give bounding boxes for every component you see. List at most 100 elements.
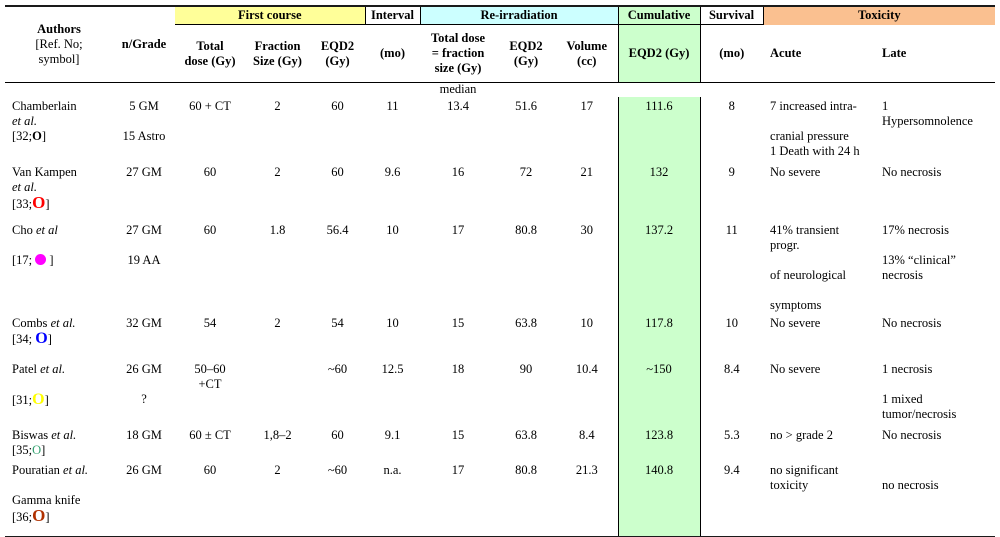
author-cell: Cho et al [17; ]	[5, 221, 113, 314]
cell-line: 72	[519, 164, 533, 179]
first-eqd2-cell: 60	[310, 426, 365, 461]
legend-dot-icon	[35, 253, 47, 265]
survival-group-header: Survival	[699, 6, 764, 25]
late-toxicity-cell: No necrosis	[875, 426, 995, 461]
text-segment: Van Kampen	[12, 164, 77, 179]
cell-line: progr.	[770, 237, 800, 252]
reirradiation-studies-table: Authors [Ref. No; symbol] n/Grade First …	[5, 5, 996, 537]
n-grade-cell: 5 GM 15 Astro	[113, 97, 175, 163]
cell-line: No severe	[770, 164, 821, 179]
header-line: (cc)	[577, 53, 597, 68]
survival-cell: 10	[700, 314, 763, 360]
cell-line: et al.	[12, 114, 111, 129]
re-volume-cell: 30	[556, 221, 618, 314]
cumulative-eqd2-cell: 137.2	[617, 220, 701, 314]
re-eqd2-cell: 63.8	[496, 426, 556, 461]
cell-line	[882, 238, 993, 253]
cell-line: 21	[580, 164, 594, 179]
first-eqd2-cell: 60	[310, 163, 365, 221]
re-eqd2-cell: 51.6	[496, 97, 556, 163]
cell-line: 13.4	[447, 98, 469, 113]
cell-line: toxicity	[770, 477, 809, 492]
acute-toxicity-cell: no > grade 2	[763, 426, 875, 461]
cell-line: of neurological	[770, 267, 847, 282]
text-segment: et al.	[40, 361, 66, 376]
cell-line: 1	[882, 98, 889, 113]
cell-line: No severe	[770, 361, 821, 376]
cell-line: 60 ± CT	[189, 427, 231, 442]
cell-line: [17; ]	[12, 253, 111, 268]
re-eqd2-cell: 80.8	[496, 461, 556, 537]
re-eqd2-cell: 90	[496, 360, 556, 426]
cell-line: 27 GM	[126, 222, 162, 237]
first-eqd2-header: EQD2 (Gy)	[310, 24, 366, 83]
cell-line: Chamberlain	[12, 99, 111, 114]
table-row: Van Kampen et al. [33;O] 27 GM 60 2 60 9.6 16 72 2…	[5, 162, 995, 221]
cell-line: no necrosis	[882, 477, 939, 492]
re-total-dose-header: Total dose = fraction size (Gy)	[420, 24, 497, 83]
author-cell: Biswas et al. [35;O]	[5, 426, 113, 461]
cell-line: +CT	[198, 376, 222, 391]
first-course-group-header: First course	[175, 6, 366, 25]
sub-header-row: Total dose (Gy) Fraction Size (Gy) EQD2 (Gy)(…	[5, 24, 996, 83]
header-line: Fraction	[254, 38, 301, 53]
cell-line: 13% “clinical”	[882, 252, 956, 267]
cell-line: 60	[331, 98, 344, 113]
re-eqd2-cell: 72	[496, 163, 556, 221]
cell-line: 1 necrosis	[882, 361, 933, 376]
cell-line: 63.8	[515, 315, 537, 330]
first-fraction-size-header: Fraction Size (Gy)	[245, 24, 310, 83]
cell-line: 21.3	[575, 462, 598, 477]
cell-line: tumor/necrosis	[882, 406, 957, 421]
acute-toxicity-cell: 7 increased intra- cranial pressure 1 Dea…	[763, 97, 875, 163]
re-total-dose-cell: 17	[420, 221, 496, 314]
cell-line: 140.8	[644, 462, 674, 477]
text-segment: [32;	[12, 128, 33, 143]
cell-line: [32;O]	[12, 129, 111, 144]
late-toxicity-cell: no necrosis	[875, 461, 995, 537]
re-eqd2-cell: 63.8	[496, 314, 556, 360]
n-grade-header: n/Grade	[113, 6, 175, 83]
authors-header: Authors [Ref. No; symbol]	[5, 6, 113, 83]
first-eqd2-cell: 56.4	[310, 221, 365, 314]
interval-mo-header: (mo)	[365, 24, 421, 83]
first-fraction-size-cell	[245, 360, 310, 426]
survival-cell: 9	[700, 163, 763, 221]
text-segment: et al	[35, 222, 58, 237]
cell-line: [34; O]	[12, 330, 111, 347]
cell-line: 11	[386, 98, 399, 113]
header-line: Acute	[770, 45, 802, 60]
legend-symbol: O	[32, 442, 42, 457]
cell-line: Hypersomnolence	[882, 113, 973, 128]
cell-line: 80.8	[515, 462, 537, 477]
header-line: size (Gy)	[434, 61, 482, 75]
interval-group-header: Interval	[364, 6, 421, 25]
cell-line: 111.6	[645, 98, 673, 113]
text-segment: [34;	[12, 331, 36, 346]
re-eqd2-header: EQD2 (Gy)	[496, 24, 557, 83]
table-row: Combs et al. [34; O] 32 GM 54 2 54 10 15 63.8 10 1…	[5, 313, 995, 360]
re-volume-cell: 10	[556, 314, 618, 360]
cell-line: Cho et al	[12, 223, 111, 238]
cell-line: No necrosis	[882, 315, 942, 330]
text-segment: ]	[45, 196, 50, 211]
cell-line: [33;O]	[12, 194, 111, 212]
table-row: Biswas et al. [35;O] 18 GM 60 ± CT 1,8–2 60 9.…	[5, 425, 995, 461]
cell-line: 10.4	[575, 361, 598, 376]
cell-line: 17	[451, 462, 465, 477]
acute-toxicity-cell: no significant toxicity	[763, 461, 875, 537]
late-toxicity-cell: No necrosis	[875, 163, 995, 221]
cell-line: 15 Astro	[122, 128, 166, 143]
re-total-dose-cell: 18	[420, 360, 496, 426]
text-segment: Biswas	[12, 427, 52, 442]
cumulative-eqd2-cell: 123.8	[617, 425, 701, 461]
cell-line: 5 GM	[129, 98, 159, 113]
cell-line: [36;O]	[12, 507, 111, 525]
cell-line: ~150	[646, 361, 672, 376]
cell-line: 10	[580, 315, 594, 330]
first-fraction-size-cell: 1.8	[245, 221, 310, 314]
cell-line: No necrosis	[882, 164, 942, 179]
header-line: = fraction	[431, 46, 485, 60]
cumulative-eqd2-cell: 140.8	[617, 460, 701, 537]
